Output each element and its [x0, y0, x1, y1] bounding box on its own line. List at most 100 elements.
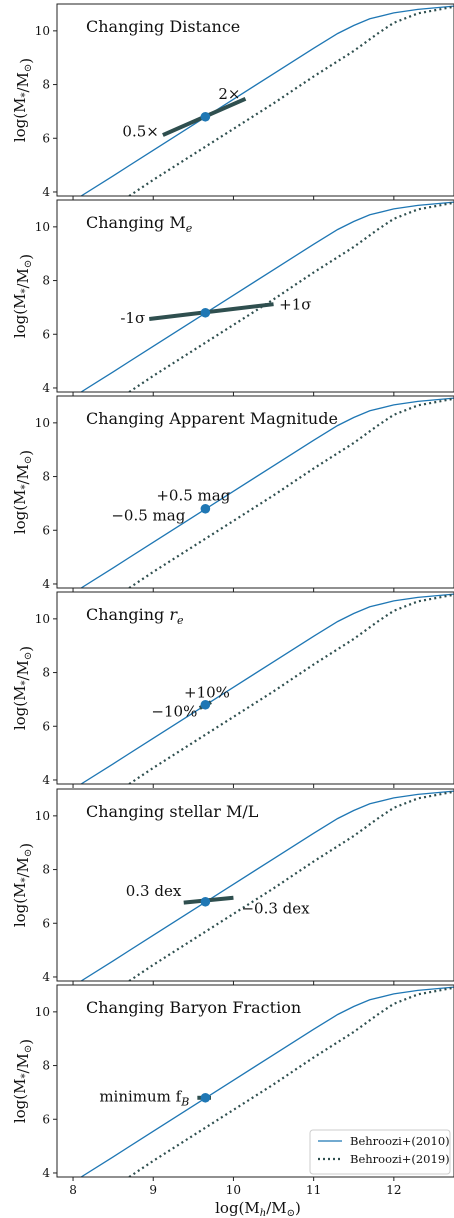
y-tick-label: 8 — [42, 470, 50, 484]
y-axis-label-part: ⊙ — [23, 64, 34, 72]
annotation-label: 0.5× — [122, 123, 158, 141]
y-axis-label-part: ) — [17, 58, 35, 64]
y-tick-label: 4 — [42, 381, 50, 395]
annotation-text: −0.3 dex — [241, 899, 310, 917]
behroozi-2019-line — [128, 397, 454, 588]
y-tick-label: 6 — [42, 131, 50, 145]
y-axis-label-part: log(M — [11, 1079, 29, 1124]
y-tick-label: 10 — [35, 612, 50, 626]
legend-label: Behroozi+(2019) — [350, 1152, 450, 1166]
y-axis-label-part: log(M — [11, 98, 29, 143]
annotation-label: 2× — [218, 85, 240, 103]
panel-title-text: Changing Distance — [86, 17, 240, 36]
panel-5: 4 6 8 10 log(M*/M⊙) Changing stellar M/L 0.3 d… — [11, 788, 454, 985]
behroozi-2010-line — [80, 397, 454, 588]
y-axis-label-part: /M — [14, 464, 32, 484]
annotation-label: minimum fB — [99, 1087, 189, 1108]
annotation-text: 2× — [218, 85, 240, 103]
y-axis-label-part: * — [20, 1074, 31, 1079]
y-axis-label: log(M*/M⊙) — [11, 646, 35, 730]
annotation-text: +10% — [184, 684, 230, 702]
panel-title: Changing re — [86, 605, 184, 627]
x-tick-label: 9 — [149, 1183, 157, 1197]
y-tick-label: 6 — [42, 719, 50, 733]
panel-title: Changing Distance — [86, 17, 240, 36]
x-tick-label: 12 — [386, 1183, 401, 1197]
panel-frame — [56, 395, 454, 589]
annotation-label: −10% — [151, 702, 197, 720]
y-axis-label-part: ⊙ — [23, 1045, 34, 1053]
legend: Behroozi+(2010) Behroozi+(2019) — [309, 1129, 451, 1175]
annotation-text: +0.5 mag — [156, 486, 230, 504]
panel-1: 4 6 8 10 log(M*/M⊙) Changing Distance 2× 0.5× — [11, 3, 454, 200]
annotation-text: 0.3 dex — [126, 882, 182, 900]
y-tick-label: 8 — [42, 78, 50, 92]
behroozi-2019-line — [128, 790, 454, 981]
panel-2: 4 6 8 10 log(M*/M⊙) Changing Me +1σ -1σ — [11, 199, 454, 396]
y-tick-label: 8 — [42, 1059, 50, 1073]
y-axis-label-part: /M — [14, 1053, 32, 1073]
y-axis-label-part: * — [20, 485, 31, 490]
annotation-label: +0.5 mag — [156, 486, 230, 504]
panel-title-text: Changing M — [86, 213, 186, 232]
y-axis-label-part: ) — [17, 254, 35, 260]
y-tick-label: 10 — [35, 416, 50, 430]
annotation-text: minimum f — [99, 1087, 182, 1105]
panel-title-text: Changing Apparent Magnitude — [86, 409, 338, 428]
y-axis-label-part: ⊙ — [23, 849, 34, 857]
behroozi-2010-line — [80, 986, 454, 1177]
y-axis-label-part: * — [20, 681, 31, 686]
y-axis-label-part: log(M — [11, 490, 29, 535]
y-tick-label: 10 — [35, 1005, 50, 1019]
galaxy-point — [200, 111, 211, 122]
panel-frame — [56, 984, 454, 1178]
y-axis-label-part: ) — [17, 450, 35, 456]
annotation-text: −0.5 mag — [111, 506, 185, 524]
y-axis-label-part: log(M — [11, 883, 29, 928]
x-axis-label: log(Mh/M⊙) — [215, 1199, 301, 1218]
y-axis-label-part: * — [20, 289, 31, 294]
panel-frame — [56, 788, 454, 982]
galaxy-point — [200, 896, 211, 907]
behroozi-2019-line — [128, 201, 454, 392]
y-axis-label-part: /M — [14, 857, 32, 877]
y-tick-label: 4 — [42, 773, 50, 787]
x-axis-label-part: ) — [295, 1199, 301, 1217]
galaxy-point — [200, 503, 211, 514]
y-tick-label: 10 — [35, 24, 50, 38]
y-axis-label-part: ) — [17, 646, 35, 652]
x-tick-label: 8 — [69, 1183, 77, 1197]
annotation-subscript: B — [180, 1095, 189, 1108]
behroozi-2010-line — [80, 790, 454, 981]
y-tick-label: 4 — [42, 185, 50, 199]
y-axis-label-part: ⊙ — [23, 456, 34, 464]
y-tick-label: 8 — [42, 274, 50, 288]
annotation-label: -1σ — [120, 309, 145, 327]
legend-box — [309, 1129, 451, 1175]
panel-title-italic: r — [169, 605, 178, 624]
x-axis-label-part: log(M — [215, 1199, 260, 1217]
legend-label: Behroozi+(2010) — [350, 1134, 450, 1148]
y-axis-label-part: /M — [14, 660, 32, 680]
panel-title: Changing Apparent Magnitude — [86, 409, 338, 428]
variation-segment — [148, 302, 274, 321]
y-axis-label: log(M*/M⊙) — [11, 450, 35, 534]
y-tick-label: 8 — [42, 863, 50, 877]
y-tick-label: 6 — [42, 327, 50, 341]
panel-frame — [56, 199, 454, 393]
annotation-label: +10% — [184, 684, 230, 702]
y-tick-label: 6 — [42, 1112, 50, 1126]
behroozi-2010-line — [80, 201, 454, 392]
panel-title-text: Changing Baryon Fraction — [86, 998, 301, 1017]
y-axis-label-part: /M — [14, 72, 32, 92]
x-tick-label: 10 — [226, 1183, 241, 1197]
y-axis-label: log(M*/M⊙) — [11, 843, 35, 927]
panel-4: 4 6 8 10 log(M*/M⊙) Changing re +10%−10% — [11, 591, 454, 788]
panel-frame — [56, 591, 454, 785]
x-axis-label-part: h — [260, 1208, 266, 1218]
annotation-label: −0.5 mag — [111, 506, 185, 524]
panel-title-subscript: e — [186, 222, 193, 235]
y-axis-label-part: log(M — [11, 294, 29, 339]
y-tick-label: 4 — [42, 577, 50, 591]
